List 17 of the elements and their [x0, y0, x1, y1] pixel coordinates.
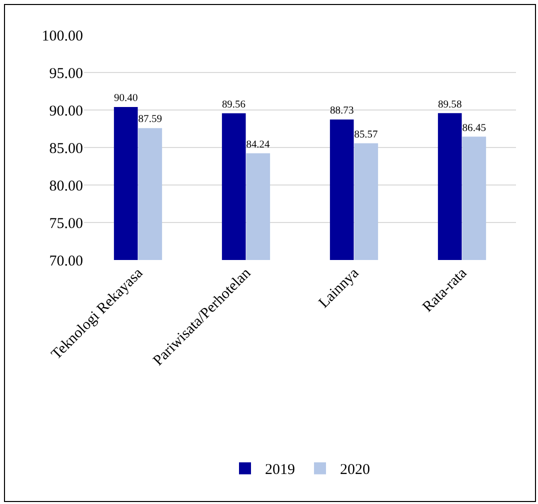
y-tick-label: 75.00 — [49, 216, 83, 232]
y-tick-label: 100.00 — [42, 28, 83, 44]
y-tick-label: 90.00 — [49, 103, 83, 120]
data-label: 89.58 — [438, 99, 462, 110]
data-label: 88.73 — [330, 106, 354, 117]
data-label: 86.45 — [462, 122, 486, 134]
legend-label: 2020 — [340, 462, 370, 478]
data-label: 90.40 — [114, 93, 138, 104]
data-label: 89.56 — [222, 100, 246, 111]
data-label: 85.57 — [354, 129, 378, 140]
data-label: 84.24 — [246, 139, 270, 150]
y-tick-label: 70.00 — [49, 253, 83, 270]
y-tick-label: 95.00 — [49, 66, 83, 82]
legend-label: 2019 — [265, 462, 295, 478]
y-tick-label: 85.00 — [49, 140, 83, 157]
data-label: 87.59 — [138, 114, 162, 126]
y-tick-label: 80.00 — [49, 178, 83, 194]
